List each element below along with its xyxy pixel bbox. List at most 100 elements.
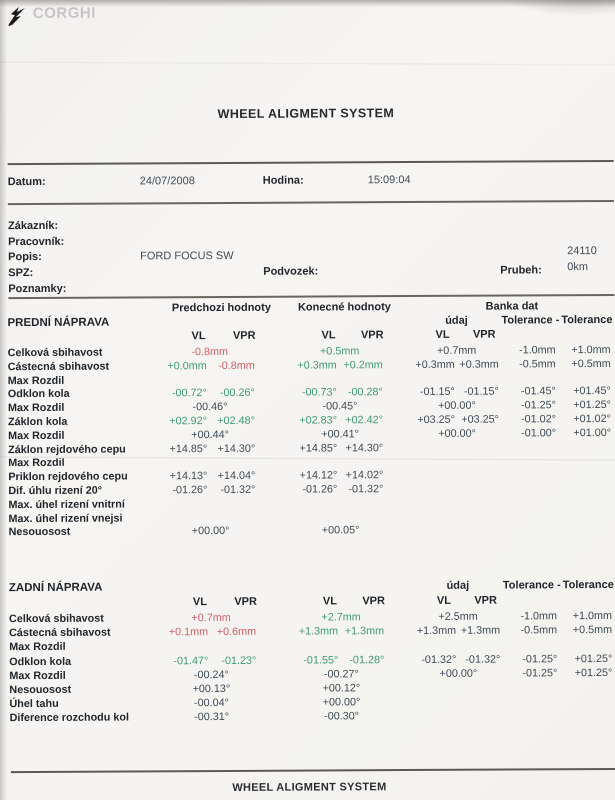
tolerance-minus-value: -1.0mm [519,344,556,357]
row-label: Max Rozdil [9,641,66,654]
tolerance-minus-value: -1.0mm [520,610,558,623]
pracovnik-label: Pracovník: [8,235,65,249]
previous-value: +0.7mm [191,611,231,625]
row-label: Priklon rejdového cepu [8,470,128,484]
tolerance-minus-value: -01.25° [520,399,556,412]
zakaznik-label: Zákazník: [7,219,59,233]
vl-header: VL [436,594,451,607]
row-label: Max Rozdil [9,669,66,682]
prubeh-label: Prubeh: [500,264,542,277]
previous-value-vl: +14.13° [169,470,208,483]
tolerance-plus-value: +1.0mm [571,343,611,357]
tolerance-minus-value: -01.25° [522,666,558,680]
udaj-header: údaj [446,579,470,592]
final-value: -00.30° [324,710,360,723]
final-value-vl: -00.73° [301,386,337,399]
final-value-vpr: -01.28° [349,653,385,666]
vpr-header: VPR [362,595,385,608]
hodina-label: Hodina: [262,174,304,187]
previous-value-vl: +02.92° [169,415,208,428]
bank-value-vpr: -01.15° [463,385,499,399]
podvozek-label: Podvozek: [263,265,319,278]
final-values-header: Konecné hodnoty [297,301,391,314]
tolerance-minus-header: Tolerance - [502,579,561,592]
final-value-vl: +14.85° [299,441,338,455]
final-value-vl: +02.83° [299,414,338,427]
previous-value-vpr: -0.8mm [218,359,255,372]
previous-value: +00.13° [192,682,231,696]
bank-value-vpr: +1.3mm [460,624,501,637]
tolerance-minus-value: -01.02° [521,413,557,426]
row-label: Diference rozchodu kol [9,711,129,725]
final-value-vl: +1.3mm [298,625,339,638]
bank-value: +00.00° [438,399,476,413]
tolerance-plus-value: +01.45° [573,385,611,398]
data-bank-header: Banka dat [485,300,539,313]
previous-value-vl: -00.72° [171,387,207,400]
datum-value: 24/07/2008 [139,175,195,188]
scan-edge-left [0,0,7,800]
tolerance-minus-header: Tolerance - [501,314,560,327]
previous-value-vpr: +14.30° [217,442,256,455]
tolerance-plus-value: +01.25° [574,652,613,665]
final-value-vl: -01.26° [302,483,338,496]
tolerance-plus-value: +01.25° [573,399,611,412]
tolerance-plus-header: Tolerance [561,313,613,327]
row-label: Max. úhel rizení vnejsi [8,512,123,525]
final-value-vl: +14.12° [299,469,338,482]
corghi-bird-icon [7,7,25,27]
previous-value: +00.44° [191,428,229,441]
row-label: Cástecná sbihavost [9,626,111,640]
tolerance-minus-value: -01.00° [521,427,557,440]
row-label: Max Rozdil [7,374,65,387]
final-value-vpr: +1.3mm [344,625,385,638]
final-value-vl: +0.3mm [297,359,337,372]
prubeh-km-value: 0km [567,261,589,274]
vpr-header: VPR [472,328,496,341]
previous-value-vl: -01.26° [172,484,208,497]
divider [8,293,615,299]
previous-value-vpr: +02.48° [217,414,256,428]
tolerance-minus-value: -0.5mm [519,358,556,371]
tolerance-minus-value: -01.45° [520,385,556,398]
bank-value-vl: -01.15° [419,386,455,399]
final-value: +00.41° [321,428,359,441]
tolerance-plus-value: +0.5mm [572,624,613,637]
row-label: Max Rozdil [8,429,65,442]
row-label: Dif. úhlu rizení 20° [8,484,103,498]
final-value: -00.27° [323,668,359,681]
row-label: Max. úhel rizení vnitrní [8,498,125,511]
popis-value: FORD FOCUS SW [140,249,234,263]
row-label: Nesouosost [9,683,72,697]
popis-label: Popis: [8,250,42,264]
final-value: +00.12° [322,682,361,695]
previous-value-vpr: -00.26° [219,387,255,400]
bank-value-vl: +1.3mm [416,624,457,638]
vl-header: VL [321,329,336,342]
row-label: Úhel tahu [9,697,59,711]
final-value-vpr: -01.32° [348,483,384,496]
row-label: Celková sbihavost [7,346,103,360]
divider [10,767,615,773]
vpr-header: VPR [474,594,497,607]
previous-value-vl: +0.1mm [168,626,209,639]
final-value: +00.05° [321,524,360,537]
final-value-vpr: +14.02° [345,469,384,482]
corghi-logo-text: CORGHI [32,4,96,22]
tolerance-minus-value: -0.5mm [520,624,558,637]
previous-value: -00.24° [193,668,229,681]
final-value: +0.5mm [319,345,360,358]
bank-value: +00.00° [438,427,476,440]
final-value: -00.45° [322,400,358,413]
tolerance-plus-header: Tolerance [562,578,614,592]
final-value-vpr: +14.30° [345,441,384,454]
scan-edge-top [0,0,615,7]
bank-value-vl: +03.25° [417,413,456,426]
bank-value-vpr: +0.3mm [459,358,499,371]
vl-header: VL [322,595,337,608]
vl-header: VL [435,328,450,341]
previous-value: -00.04° [193,697,229,710]
report-title: WHEEL ALIGMENT SYSTEM [217,106,395,122]
footer-title: WHEEL ALIGMENT SYSTEM [232,781,387,794]
